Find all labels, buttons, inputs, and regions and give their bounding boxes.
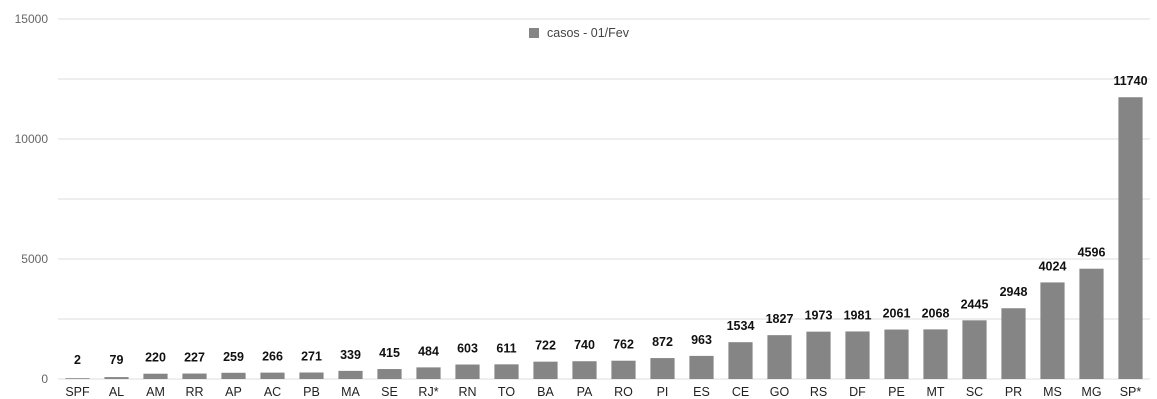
data-label: 259 xyxy=(223,350,244,364)
data-label: 611 xyxy=(496,341,516,355)
x-tick-label: PA xyxy=(577,385,593,399)
bar-ro xyxy=(611,360,636,379)
bar-ba xyxy=(533,361,558,379)
y-tick-label: 15000 xyxy=(15,12,49,26)
data-label: 762 xyxy=(613,338,634,352)
data-label: 415 xyxy=(379,346,400,360)
x-tick-label: SE xyxy=(381,385,398,399)
x-tick-label: MT xyxy=(926,385,944,399)
data-label: 722 xyxy=(535,339,556,353)
data-label: 11740 xyxy=(1113,74,1147,88)
bar-pr xyxy=(1001,308,1026,379)
y-tick-label: 0 xyxy=(41,372,48,386)
data-label: 2948 xyxy=(1000,285,1028,299)
x-tick-label: RJ* xyxy=(418,385,438,399)
x-tick-label: RR xyxy=(185,385,203,399)
bar-pa xyxy=(572,361,597,379)
x-tick-label: AM xyxy=(146,385,165,399)
data-label: 227 xyxy=(184,351,205,365)
x-axis: SPF AL AM RR AP AC PB MA SE RJ* RN TO BA PA RO PI ES CE GO… xyxy=(65,385,1141,399)
bar-ma xyxy=(338,370,363,379)
y-axis: 0 5000 10000 15000 xyxy=(15,12,49,386)
legend-swatch xyxy=(529,28,539,38)
legend: casos - 01/Fev xyxy=(529,26,630,40)
bar-pe xyxy=(884,329,909,379)
data-label: 339 xyxy=(340,348,361,362)
bar-ce xyxy=(728,342,753,379)
bar-ap xyxy=(221,372,246,379)
x-tick-label: PI xyxy=(657,385,669,399)
x-tick-label: MS xyxy=(1043,385,1062,399)
bar-spf xyxy=(65,378,90,379)
x-tick-label: GO xyxy=(770,385,790,399)
x-tick-label: TO xyxy=(498,385,515,399)
bar-pb xyxy=(299,372,324,379)
x-tick-label: AC xyxy=(264,385,281,399)
x-tick-label: RO xyxy=(614,385,633,399)
data-label: 266 xyxy=(262,350,283,364)
bar-go xyxy=(767,335,792,379)
data-label: 872 xyxy=(652,335,673,349)
bar-pi xyxy=(650,358,675,379)
data-label: 1981 xyxy=(844,308,872,322)
x-tick-label: CE xyxy=(732,385,749,399)
data-label: 271 xyxy=(301,349,322,363)
data-label: 2061 xyxy=(883,307,911,321)
x-tick-label: PB xyxy=(303,385,320,399)
data-label: 220 xyxy=(145,351,166,365)
y-tick-label: 5000 xyxy=(21,252,48,266)
bar-al xyxy=(104,377,129,379)
data-label: 4024 xyxy=(1039,259,1067,273)
bar-df xyxy=(845,331,870,379)
data-label: 4596 xyxy=(1078,246,1106,260)
data-label: 603 xyxy=(457,342,478,356)
y-tick-label: 10000 xyxy=(15,132,49,146)
bar-rs xyxy=(806,331,831,379)
x-tick-label: RN xyxy=(458,385,476,399)
x-tick-label: SPF xyxy=(65,385,90,399)
bar-sc xyxy=(962,320,987,379)
bar-to xyxy=(494,364,519,379)
data-label: 2 xyxy=(74,353,81,367)
bar-ac xyxy=(260,372,285,379)
x-tick-label: RS xyxy=(810,385,827,399)
bar-ms xyxy=(1040,282,1065,379)
data-label: 1827 xyxy=(766,312,794,326)
data-label: 1973 xyxy=(805,309,833,323)
data-label: 484 xyxy=(418,344,439,358)
data-label: 2068 xyxy=(922,306,950,320)
bar-rn xyxy=(455,364,480,379)
data-label: 1534 xyxy=(727,319,755,333)
bar-mt xyxy=(923,329,948,379)
bar-se xyxy=(377,369,402,379)
x-tick-label: DF xyxy=(849,385,866,399)
bar-rj-star xyxy=(416,367,441,379)
x-tick-label: AL xyxy=(109,385,124,399)
x-tick-label: SP* xyxy=(1120,385,1142,399)
bar-rr xyxy=(182,373,207,379)
x-tick-label: MG xyxy=(1081,385,1101,399)
bar-es xyxy=(689,355,714,379)
bars xyxy=(65,97,1143,380)
data-label: 740 xyxy=(574,338,595,352)
data-label: 79 xyxy=(110,353,124,367)
x-tick-label: AP xyxy=(225,385,242,399)
x-tick-label: BA xyxy=(537,385,554,399)
data-labels: 2 79 220 227 259 266 271 339 415 484 603 611 722 740 7… xyxy=(74,74,1148,367)
bar-sp-star xyxy=(1118,97,1143,380)
gridlines xyxy=(58,18,1150,380)
data-label: 2445 xyxy=(961,297,989,311)
bar-mg xyxy=(1079,268,1104,379)
legend-label: casos - 01/Fev xyxy=(547,26,630,40)
x-tick-label: PR xyxy=(1005,385,1022,399)
bar-am xyxy=(143,373,168,379)
x-tick-label: MA xyxy=(341,385,360,399)
data-label: 963 xyxy=(691,333,712,347)
x-tick-label: PE xyxy=(888,385,905,399)
x-tick-label: ES xyxy=(693,385,710,399)
x-tick-label: SC xyxy=(966,385,983,399)
